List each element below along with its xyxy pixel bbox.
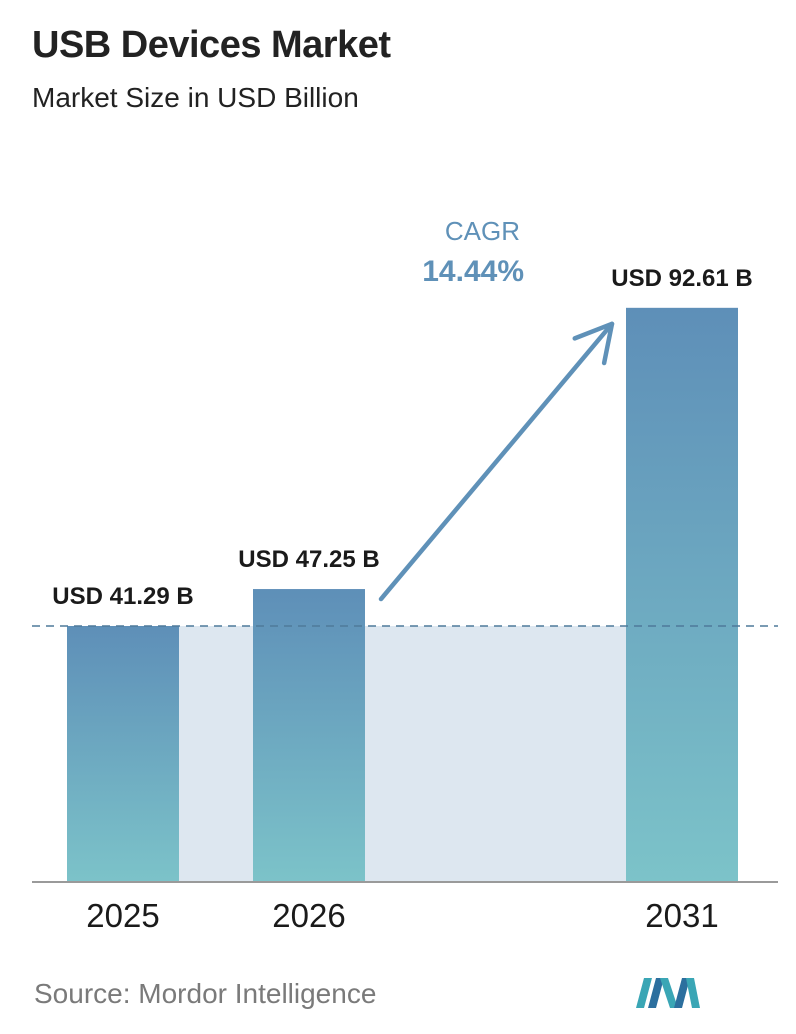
mordor-intelligence-logo-icon <box>636 978 700 1008</box>
source-text: Source: Mordor Intelligence <box>34 978 377 1009</box>
chart-subtitle: Market Size in USD Billion <box>32 82 359 113</box>
cagr-arrow-head <box>572 321 615 366</box>
bar-2026 <box>253 589 365 882</box>
bar-chart: USD 41.29 B USD 47.25 B USD 92.61 B 2025 202… <box>32 216 778 934</box>
chart-title: USB Devices Market <box>32 24 391 66</box>
cagr-value: 14.44% <box>422 255 524 288</box>
bar-2025 <box>67 626 179 882</box>
cagr-label: CAGR <box>445 216 520 246</box>
bar-2031 <box>626 307 738 882</box>
data-label-2025: USD 41.29 B <box>52 583 193 610</box>
x-tick-label-2031: 2031 <box>645 897 718 934</box>
data-label-2031: USD 92.61 B <box>611 265 752 292</box>
x-tick-label-2025: 2025 <box>86 897 159 934</box>
x-tick-label-2026: 2026 <box>272 897 345 934</box>
cagr-arrow-line <box>378 321 615 602</box>
data-label-2026: USD 47.25 B <box>238 546 379 573</box>
